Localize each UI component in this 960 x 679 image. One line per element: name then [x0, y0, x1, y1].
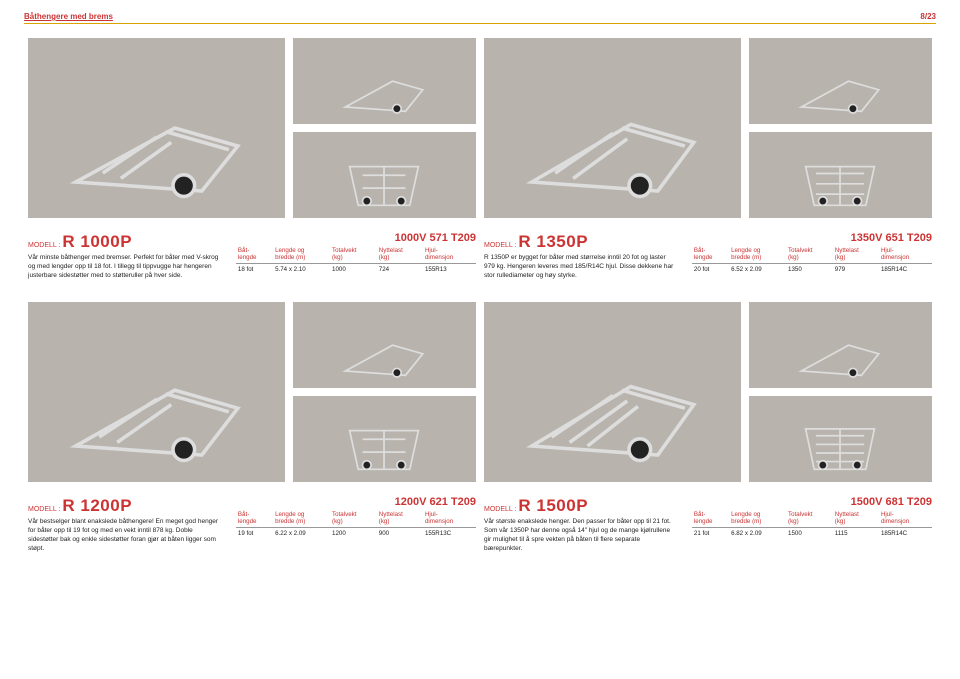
- trailer-icon: [763, 328, 917, 380]
- spec-table: Båt-lengde Lengde ogbredde (m) Totalvekt…: [692, 247, 932, 275]
- cell: 155R13C: [423, 527, 476, 539]
- spec-table: Båt-lengde Lengde ogbredde (m) Totalvekt…: [236, 511, 476, 539]
- cell: 155R13: [423, 263, 476, 275]
- trailer-icon: [307, 422, 461, 474]
- page-number: 8/23: [920, 12, 936, 21]
- table-row: 21 fot 6.82 x 2.09 1500 1115 185R14C: [692, 527, 932, 539]
- trailer-icon: [49, 92, 265, 200]
- spec-table: Båt-lengde Lengde ogbredde (m) Totalvekt…: [236, 247, 476, 275]
- product-image-small: [749, 132, 932, 218]
- col-header: Nyttelast(kg): [833, 247, 879, 263]
- trailer-icon: [505, 92, 721, 200]
- col-header: Hjul-dimensjon: [879, 247, 932, 263]
- model-heading: MODELL : R 1500P: [484, 496, 678, 516]
- page-header: Båthengere med brems 8/23: [24, 12, 936, 24]
- table-row: 20 fot 6.52 x 2.09 1350 979 185R14C: [692, 263, 932, 275]
- cell: 5.74 x 2.10: [273, 263, 330, 275]
- cell: 1500: [786, 527, 833, 539]
- product-image-large: [484, 302, 741, 482]
- model-name: R 1350P: [518, 232, 588, 251]
- product-image-large: [484, 38, 741, 218]
- cell: 900: [377, 527, 423, 539]
- cell: 979: [833, 263, 879, 275]
- product-image-small: [293, 396, 476, 482]
- product-image-large: [28, 302, 285, 482]
- model-description: Vår minste båthenger med bremser. Perfek…: [28, 254, 222, 280]
- header-title: Båthengere med brems: [24, 12, 113, 21]
- col-header: Nyttelast(kg): [377, 247, 423, 263]
- trailer-icon: [763, 64, 917, 116]
- cell: 1115: [833, 527, 879, 539]
- model-description: Vår bestselger blant enakslede båthenger…: [28, 518, 222, 553]
- cell: 20 fot: [692, 263, 729, 275]
- variant-code: 1500V 681 T209: [692, 496, 932, 508]
- model-label: MODELL :: [484, 506, 516, 513]
- cell: 6.52 x 2.09: [729, 263, 786, 275]
- col-header: Totalvekt(kg): [786, 511, 833, 527]
- cell: 185R14C: [879, 527, 932, 539]
- product-image-small: [293, 38, 476, 124]
- col-header: Hjul-dimensjon: [879, 511, 932, 527]
- trailer-icon: [307, 64, 461, 116]
- cell: 1200: [330, 527, 377, 539]
- spec-table: Båt-lengde Lengde ogbredde (m) Totalvekt…: [692, 511, 932, 539]
- image-row-r1000p: [24, 24, 480, 228]
- image-row-r1350p: [480, 24, 936, 228]
- col-header: Hjul-dimensjon: [423, 247, 476, 263]
- product-image-small: [293, 132, 476, 218]
- cell: 1000: [330, 263, 377, 275]
- variant-code: 1000V 571 T209: [236, 232, 476, 244]
- col-header: Båt-lengde: [692, 247, 729, 263]
- trailer-icon: [49, 356, 265, 464]
- model-name: R 1000P: [62, 232, 132, 251]
- col-header: Lengde ogbredde (m): [729, 511, 786, 527]
- model-label: MODELL :: [28, 506, 60, 513]
- model-label: MODELL :: [28, 242, 60, 249]
- col-header: Lengde ogbredde (m): [729, 247, 786, 263]
- model-description: Vår største enakslede henger. Den passer…: [484, 518, 678, 553]
- product-image-large: [28, 38, 285, 218]
- col-header: Totalvekt(kg): [786, 247, 833, 263]
- col-header: Totalvekt(kg): [330, 511, 377, 527]
- col-header: Lengde ogbredde (m): [273, 511, 330, 527]
- cell: 18 fot: [236, 263, 273, 275]
- image-row-r1200p: [24, 288, 480, 492]
- variant-code: 1200V 621 T209: [236, 496, 476, 508]
- cell: 1350: [786, 263, 833, 275]
- trailer-icon: [307, 328, 461, 380]
- product-image-small: [293, 302, 476, 388]
- variant-code: 1350V 651 T209: [692, 232, 932, 244]
- model-heading: MODELL : R 1000P: [28, 232, 222, 252]
- col-header: Båt-lengde: [692, 511, 729, 527]
- trailer-icon: [307, 158, 461, 210]
- col-header: Lengde ogbredde (m): [273, 247, 330, 263]
- image-row-r1500p: [480, 288, 936, 492]
- model-name: R 1500P: [518, 496, 588, 515]
- col-header: Båt-lengde: [236, 511, 273, 527]
- model-name: R 1200P: [62, 496, 132, 515]
- table-row: 18 fot 5.74 x 2.10 1000 724 155R13: [236, 263, 476, 275]
- cell: 21 fot: [692, 527, 729, 539]
- product-image-small: [749, 38, 932, 124]
- cell: 724: [377, 263, 423, 275]
- col-header: Nyttelast(kg): [833, 511, 879, 527]
- model-description: R 1350P er bygget for båter med størrels…: [484, 254, 678, 280]
- model-label: MODELL :: [484, 242, 516, 249]
- model-heading: MODELL : R 1350P: [484, 232, 678, 252]
- cell: 19 fot: [236, 527, 273, 539]
- col-header: Hjul-dimensjon: [423, 511, 476, 527]
- product-image-small: [749, 396, 932, 482]
- table-row: 19 fot 6.22 x 2.09 1200 900 155R13C: [236, 527, 476, 539]
- cell: 185R14C: [879, 263, 932, 275]
- cell: 6.82 x 2.09: [729, 527, 786, 539]
- trailer-icon: [763, 422, 917, 474]
- trailer-icon: [505, 356, 721, 464]
- model-heading: MODELL : R 1200P: [28, 496, 222, 516]
- cell: 6.22 x 2.09: [273, 527, 330, 539]
- trailer-icon: [763, 158, 917, 210]
- col-header: Nyttelast(kg): [377, 511, 423, 527]
- col-header: Båt-lengde: [236, 247, 273, 263]
- col-header: Totalvekt(kg): [330, 247, 377, 263]
- product-image-small: [749, 302, 932, 388]
